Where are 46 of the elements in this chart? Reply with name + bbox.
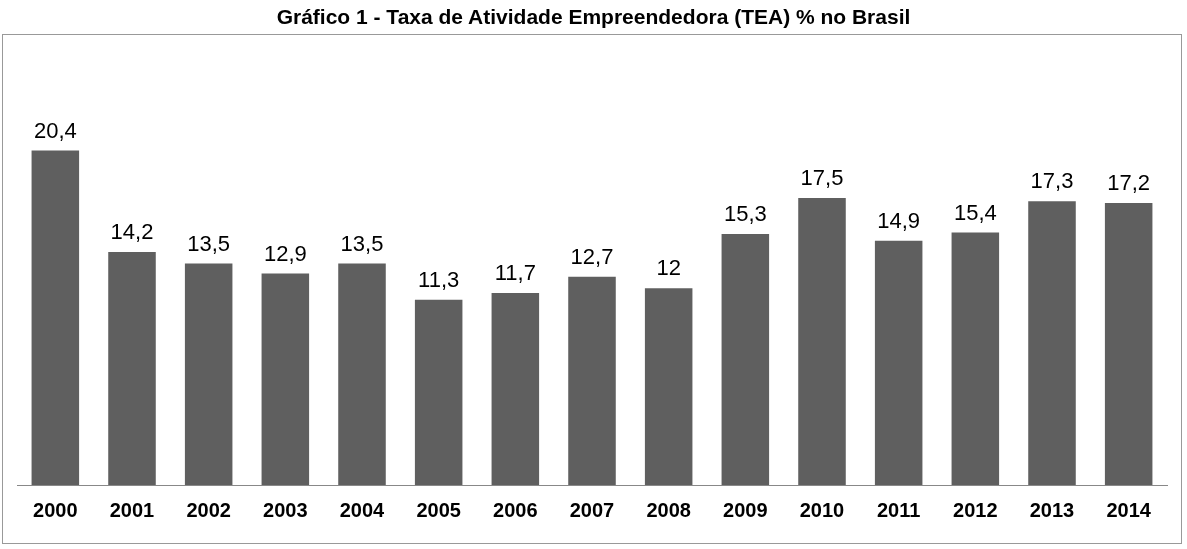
x-tick-label: 2003 bbox=[263, 498, 308, 521]
bar bbox=[721, 234, 770, 485]
x-tick-label: 2006 bbox=[493, 498, 538, 521]
bar bbox=[414, 299, 463, 485]
x-tick-label: 2004 bbox=[339, 498, 386, 521]
x-tick-label: 2013 bbox=[1029, 498, 1075, 521]
bar bbox=[644, 288, 693, 485]
data-label: 15,3 bbox=[723, 201, 767, 227]
data-label: 17,5 bbox=[800, 165, 844, 191]
bar bbox=[184, 263, 233, 485]
x-tick-label: 2010 bbox=[799, 498, 845, 521]
x-tick-label: 2012 bbox=[953, 498, 998, 521]
bar bbox=[874, 240, 923, 485]
bar bbox=[1104, 202, 1153, 485]
data-label: 12 bbox=[656, 255, 681, 281]
data-label: 15,4 bbox=[953, 199, 997, 225]
data-label: 13,5 bbox=[187, 230, 231, 256]
chart-title: Gráfico 1 - Taxa de Atividade Empreendedora (TEA) % no Brasil bbox=[275, 4, 912, 30]
data-label: 17,2 bbox=[1107, 169, 1151, 195]
bar bbox=[798, 198, 846, 485]
x-tick-label: 2000 bbox=[33, 498, 78, 521]
data-label: 14,2 bbox=[110, 219, 154, 245]
data-label: 11,3 bbox=[418, 266, 460, 292]
bar bbox=[31, 150, 80, 485]
bar bbox=[568, 276, 616, 485]
x-tick-label: 2005 bbox=[416, 498, 461, 521]
data-label: 12,9 bbox=[263, 240, 307, 266]
x-tick-label: 2007 bbox=[569, 498, 615, 521]
bar bbox=[261, 273, 310, 485]
x-tick-label: 2009 bbox=[723, 498, 768, 521]
x-tick-label: 2011 bbox=[876, 498, 921, 521]
data-label: 17,3 bbox=[1030, 168, 1074, 194]
data-label: 20,4 bbox=[33, 117, 77, 143]
x-tick-label: 2002 bbox=[186, 498, 231, 521]
bar bbox=[108, 252, 156, 485]
bar bbox=[338, 263, 386, 485]
data-label: 14,9 bbox=[877, 207, 921, 233]
bar bbox=[1028, 201, 1076, 485]
data-label: 11,7 bbox=[494, 260, 536, 286]
data-label: 12,7 bbox=[570, 243, 614, 269]
bar bbox=[491, 293, 540, 485]
data-label: 13,5 bbox=[340, 230, 384, 256]
x-tick-label: 2001 bbox=[109, 498, 155, 521]
x-tick-label: 2014 bbox=[1106, 498, 1152, 521]
x-tick-label: 2008 bbox=[646, 498, 691, 521]
bar bbox=[951, 232, 1000, 485]
